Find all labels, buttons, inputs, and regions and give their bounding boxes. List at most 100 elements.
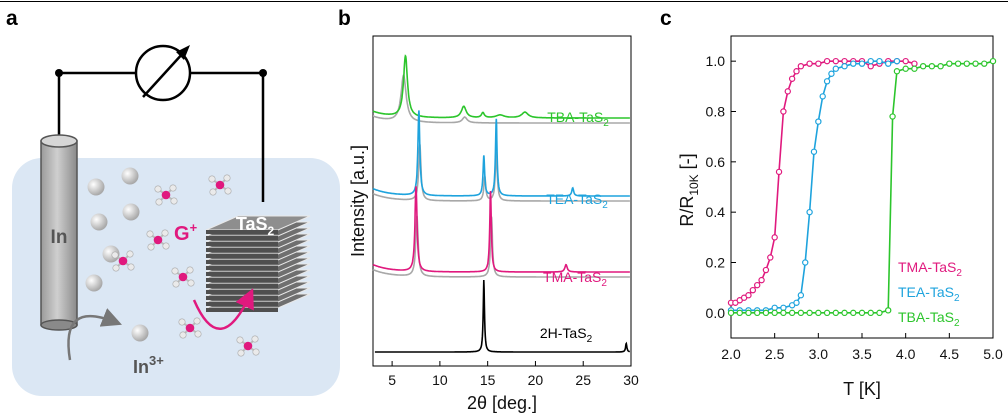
xrd-trace-tba-tas	[372, 54, 630, 119]
tas2-layer-edge	[206, 254, 278, 258]
ammonium-cation-icon	[171, 266, 195, 288]
panel-b-label: b	[338, 7, 351, 30]
ion-sphere-icon	[85, 274, 103, 292]
data-point	[885, 307, 892, 314]
data-point	[928, 62, 936, 70]
data-point	[727, 309, 735, 317]
data-point	[762, 266, 770, 274]
data-point	[802, 259, 809, 266]
data-point	[806, 60, 813, 67]
data-point	[810, 148, 818, 155]
xrd-trace-2h-tas	[374, 279, 631, 353]
data-point	[815, 309, 822, 317]
data-point	[889, 113, 896, 120]
data-point	[832, 65, 840, 72]
x-tick-label: 5	[388, 372, 396, 388]
x-tick-label: 5.0	[983, 346, 1003, 362]
legend: TMA-TaS2 TEA-TaS2 TBA-TaS2	[898, 259, 962, 329]
data-point	[806, 208, 813, 216]
legend-entry: TBA-TaS2	[547, 109, 609, 129]
panel-c-label: c	[660, 7, 672, 30]
y-tick-label: 0.4	[706, 204, 726, 220]
data-point	[780, 304, 787, 311]
data-point	[893, 57, 901, 65]
legend-entry: TEA-TaS2	[898, 284, 960, 304]
data-point	[858, 60, 866, 67]
data-point	[867, 62, 874, 70]
tas2-layer-edge	[206, 248, 278, 252]
data-point	[797, 309, 805, 317]
data-point	[754, 309, 761, 317]
ammonium-cation-icon	[208, 174, 232, 196]
y-tick-label: 1.0	[706, 53, 726, 69]
data-point	[919, 62, 927, 70]
wire-node-right	[259, 69, 267, 77]
y-tick-label: 0.8	[706, 104, 726, 120]
indium-rod-icon: In	[40, 134, 78, 331]
data-point	[793, 299, 800, 306]
data-point	[828, 70, 835, 77]
ion-sphere-icon	[122, 203, 140, 221]
tas2-layer-edge	[206, 290, 278, 294]
panel-c-resistance-chart: c 2.0 2.5 3.0 3.5 4.0 4.5 5.0 0.0 0.2 0.4 0.6 0.8 1.…	[660, 7, 1003, 399]
data-point	[745, 309, 752, 317]
y-tick-label: 0.2	[706, 255, 726, 271]
rt-curve-tba-tas	[731, 60, 994, 314]
x-tick-label: 25	[575, 372, 591, 388]
data-point	[902, 57, 909, 65]
x-tick-label: 15	[480, 372, 496, 388]
data-point	[762, 309, 770, 317]
x-tick-label: 4.0	[896, 346, 916, 362]
data-point	[775, 168, 783, 176]
reference-trace	[373, 73, 630, 124]
panel-b-xrd-chart: b 5 10 15 20 25 30 TBA-TaS2 TEA-TaS2 TMA-TaS2 2H…	[338, 7, 639, 413]
tas2-layer-edge	[206, 242, 278, 246]
ion-sphere-icon	[121, 167, 139, 185]
data-point	[876, 57, 883, 65]
data-point	[963, 60, 971, 67]
wire-left	[57, 71, 135, 135]
data-point	[876, 309, 883, 317]
x-axis-label: 2θ [deg.]	[467, 393, 537, 413]
data-point	[771, 234, 778, 241]
cation-label: G+	[174, 220, 198, 245]
y-axis-label: R/R10K [-]	[677, 153, 701, 226]
x-tick-label: 20	[528, 372, 544, 388]
tas2-layer-edge	[206, 266, 278, 270]
data-point	[902, 65, 909, 72]
x-tick-label: 30	[623, 372, 639, 388]
data-point	[972, 60, 979, 67]
tas2-layer-edge	[206, 230, 278, 234]
x-tick-label: 4.5	[940, 346, 960, 362]
data-point	[850, 309, 857, 317]
y-tick-label: 0.0	[706, 305, 726, 321]
data-point	[841, 62, 848, 70]
x-tick-label: 10	[432, 372, 448, 388]
data-point	[989, 57, 997, 65]
panel-a-label: a	[6, 7, 18, 30]
ammonium-cation-icon	[154, 184, 178, 206]
data-point	[823, 309, 831, 317]
wire-node-left	[55, 69, 63, 77]
data-point	[841, 309, 848, 317]
data-point	[832, 309, 840, 317]
data-point	[780, 309, 787, 317]
ion-sphere-icon	[87, 178, 105, 196]
data-point	[771, 309, 778, 317]
ion-sphere-icon	[131, 324, 149, 342]
data-point	[797, 62, 805, 70]
legend: TBA-TaS2 TEA-TaS2 TMA-TaS2 2H-TaS2	[540, 109, 609, 345]
rt-curve-tea-tas	[731, 60, 898, 312]
x-tick-label: 3.5	[852, 346, 872, 362]
y-tick-label: 0.6	[706, 154, 726, 170]
axes: 2.0 2.5 3.0 3.5 4.0 4.5 5.0 0.0 0.2 0.4 0.6 0.8 1.0	[706, 53, 1003, 362]
data-point	[745, 292, 752, 299]
legend-entry: TMA-TaS2	[543, 269, 607, 289]
tas2-layer-edge	[206, 302, 278, 306]
curved-arrow-icon	[67, 308, 122, 361]
tas2-layer-edge	[206, 296, 278, 300]
data-point	[788, 309, 796, 317]
data-point	[885, 60, 892, 67]
data-point	[758, 276, 765, 284]
data-point	[893, 68, 901, 75]
